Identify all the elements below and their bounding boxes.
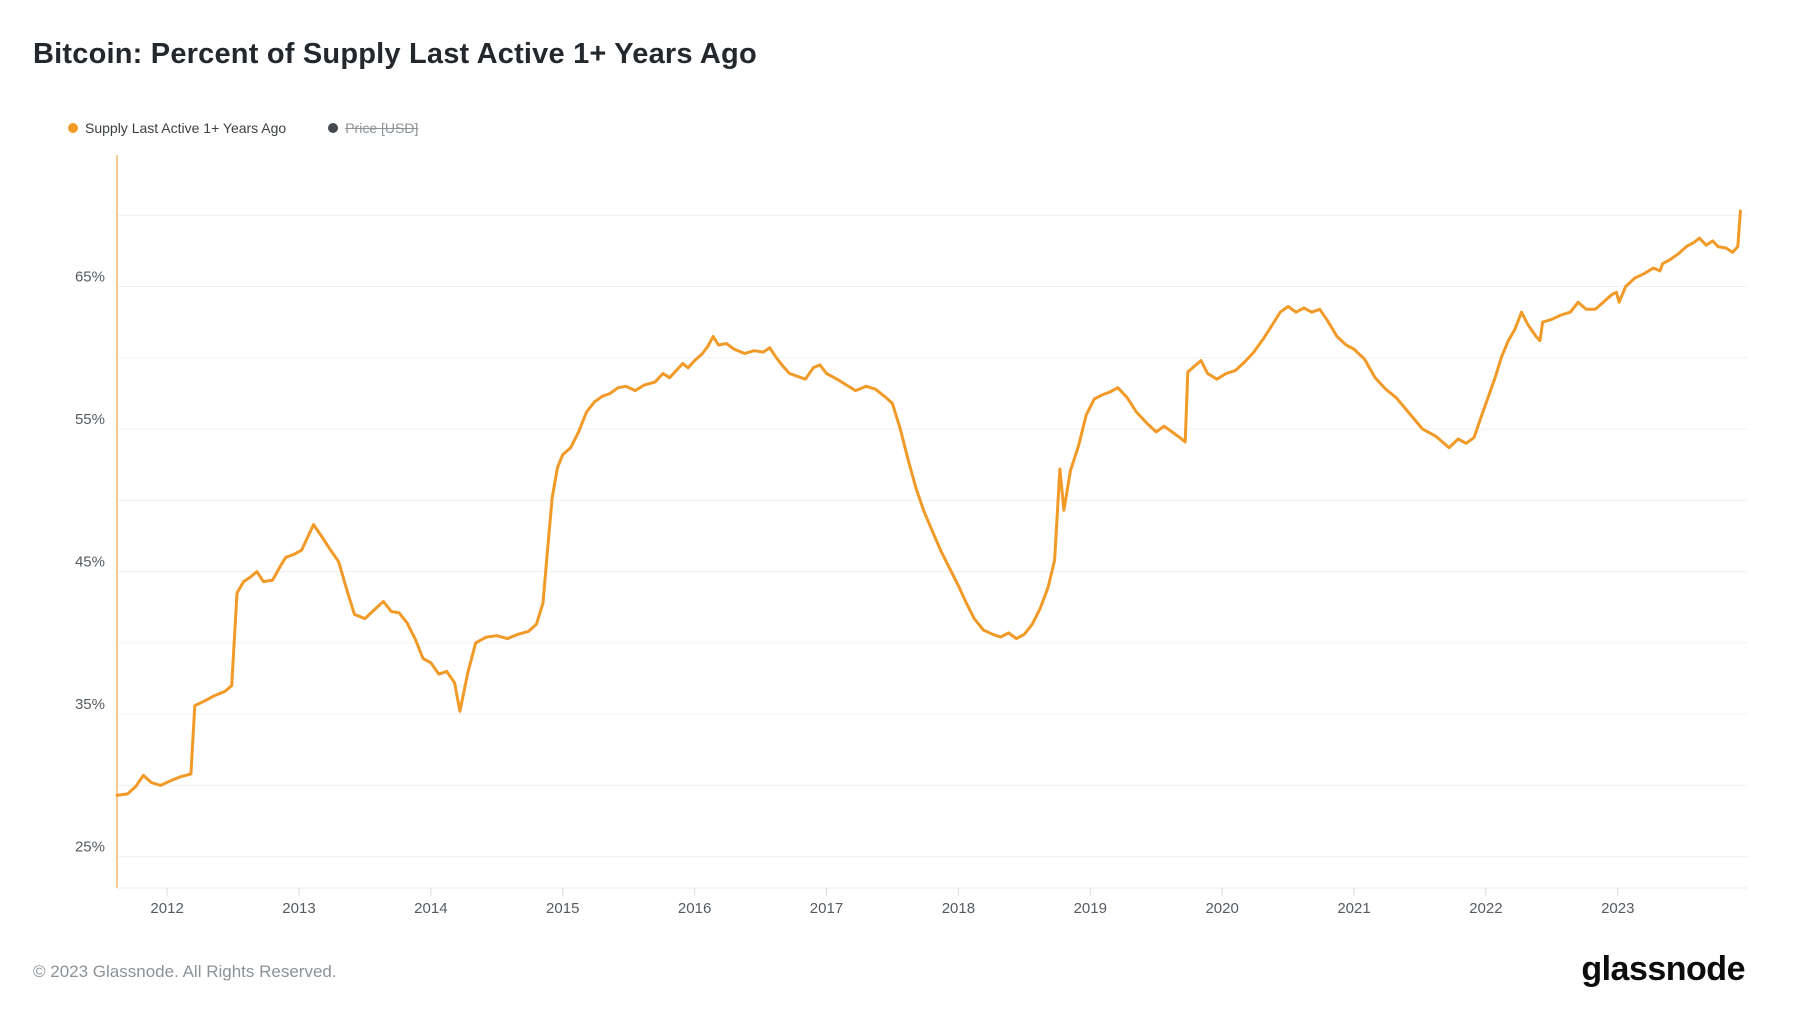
legend-label-price: Price [USD] bbox=[345, 120, 419, 136]
chart-legend: Supply Last Active 1+ Years Ago Price [U… bbox=[68, 120, 460, 136]
series-line-supply bbox=[115, 209, 1742, 797]
copyright-text: © 2023 Glassnode. All Rights Reserved. bbox=[33, 962, 337, 981]
legend-dot-supply-icon bbox=[68, 123, 78, 133]
x-tick-label: 2021 bbox=[1337, 900, 1370, 917]
x-tick-label: 2020 bbox=[1205, 900, 1238, 917]
legend-item-supply[interactable]: Supply Last Active 1+ Years Ago bbox=[68, 120, 286, 136]
y-tick-label: 45% bbox=[75, 554, 105, 571]
legend-dot-price-icon bbox=[328, 123, 339, 133]
y-tick-label: 55% bbox=[75, 411, 105, 428]
y-tick-label: 25% bbox=[75, 839, 105, 856]
legend-item-price[interactable]: Price [USD] bbox=[328, 120, 418, 136]
y-tick-label: 35% bbox=[75, 696, 105, 713]
x-tick-label: 2017 bbox=[810, 900, 843, 917]
glassnode-logo: glassnode bbox=[1581, 950, 1745, 988]
x-tick-label: 2014 bbox=[414, 900, 447, 917]
x-tick-label: 2016 bbox=[678, 900, 711, 917]
x-tick-label: 2019 bbox=[1074, 900, 1107, 917]
legend-label-supply: Supply Last Active 1+ Years Ago bbox=[85, 120, 287, 136]
y-tick-label: 65% bbox=[75, 269, 105, 286]
x-tick-label: 2018 bbox=[942, 900, 975, 917]
page-title: Bitcoin: Percent of Supply Last Active 1… bbox=[33, 38, 757, 70]
x-tick-label: 2012 bbox=[150, 900, 183, 917]
x-tick-label: 2015 bbox=[546, 900, 579, 917]
x-tick-label: 2023 bbox=[1601, 900, 1634, 917]
x-tick-label: 2022 bbox=[1469, 900, 1502, 917]
x-tick-label: 2013 bbox=[282, 900, 315, 917]
